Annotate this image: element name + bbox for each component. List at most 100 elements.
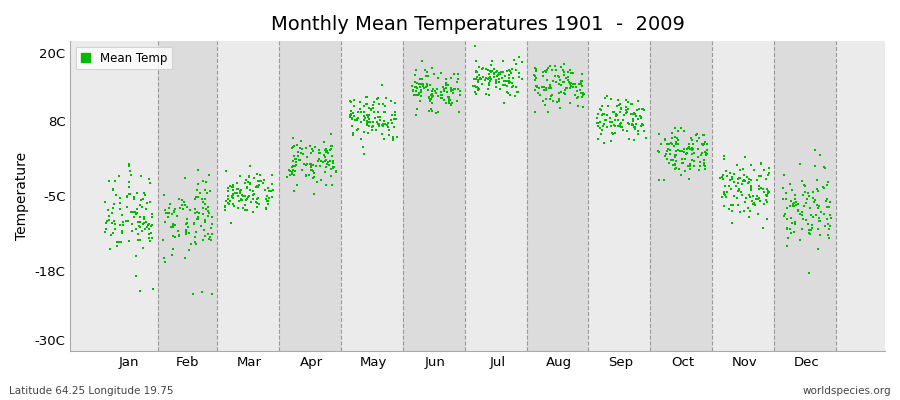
Point [349, 117, 364, 123]
Point [172, 196, 186, 203]
Point [249, 184, 264, 190]
Point [821, 232, 835, 238]
Point [561, 74, 575, 80]
Point [608, 121, 622, 128]
Point [238, 193, 252, 200]
Point [777, 172, 791, 178]
Point [698, 132, 712, 138]
Point [698, 149, 712, 155]
Point [388, 100, 402, 106]
Bar [402, 41, 464, 351]
Point [388, 109, 402, 115]
Point [744, 162, 759, 168]
Point [482, 80, 496, 86]
Point [665, 134, 680, 141]
Point [254, 178, 268, 184]
Point [222, 201, 237, 208]
Point [575, 94, 590, 100]
Point [549, 79, 563, 86]
Point [320, 148, 335, 154]
Point [793, 237, 807, 244]
Point [447, 86, 462, 92]
Point [312, 163, 327, 169]
Point [696, 142, 710, 148]
Point [558, 91, 572, 97]
Point [261, 201, 275, 207]
Point [787, 229, 801, 236]
Point [490, 72, 504, 79]
Point [360, 121, 374, 128]
Point [161, 214, 176, 220]
Point [300, 154, 314, 160]
Point [385, 120, 400, 126]
Point [760, 216, 774, 222]
Point [360, 112, 374, 119]
Point [611, 96, 625, 103]
Point [475, 74, 490, 80]
Point [157, 192, 171, 199]
Point [536, 73, 550, 79]
Point [387, 124, 401, 130]
Point [252, 182, 266, 188]
Point [502, 72, 517, 78]
Point [244, 199, 258, 206]
Point [627, 110, 642, 116]
Point [691, 166, 706, 173]
Point [808, 163, 823, 169]
Point [259, 196, 274, 202]
Point [678, 156, 692, 163]
Point [483, 69, 498, 75]
Point [777, 213, 791, 220]
Point [574, 71, 589, 77]
Point [414, 80, 428, 87]
Point [381, 120, 395, 126]
Point [467, 88, 482, 95]
Point [422, 82, 436, 88]
Point [660, 148, 674, 154]
Point [798, 182, 813, 189]
Point [431, 108, 446, 115]
Point [220, 199, 235, 206]
Point [106, 230, 121, 236]
Point [141, 221, 156, 228]
Point [166, 246, 180, 252]
Point [285, 167, 300, 173]
Point [167, 209, 182, 215]
Point [662, 147, 677, 154]
Point [166, 208, 181, 214]
Point [785, 187, 799, 194]
Point [414, 89, 428, 96]
Point [634, 123, 648, 129]
Point [674, 124, 688, 131]
Point [489, 79, 503, 86]
Point [299, 145, 313, 151]
Point [182, 230, 196, 236]
Point [168, 222, 183, 228]
Point [373, 114, 387, 120]
Point [193, 190, 207, 196]
Point [670, 148, 684, 154]
Point [659, 151, 673, 157]
Point [226, 191, 240, 198]
Point [685, 151, 699, 158]
Point [657, 177, 671, 183]
Point [810, 177, 824, 183]
Point [195, 288, 210, 295]
Point [495, 68, 509, 75]
Point [505, 80, 519, 86]
Point [810, 226, 824, 232]
Point [811, 205, 825, 212]
Point [374, 122, 389, 128]
Point [557, 69, 572, 76]
Point [783, 226, 797, 233]
Point [293, 137, 308, 144]
Point [257, 187, 272, 193]
Point [418, 73, 433, 79]
Point [490, 68, 504, 74]
Point [198, 179, 212, 185]
Point [790, 201, 805, 207]
Point [781, 235, 796, 241]
Point [233, 172, 248, 179]
Point [608, 110, 623, 117]
Point [407, 92, 421, 98]
